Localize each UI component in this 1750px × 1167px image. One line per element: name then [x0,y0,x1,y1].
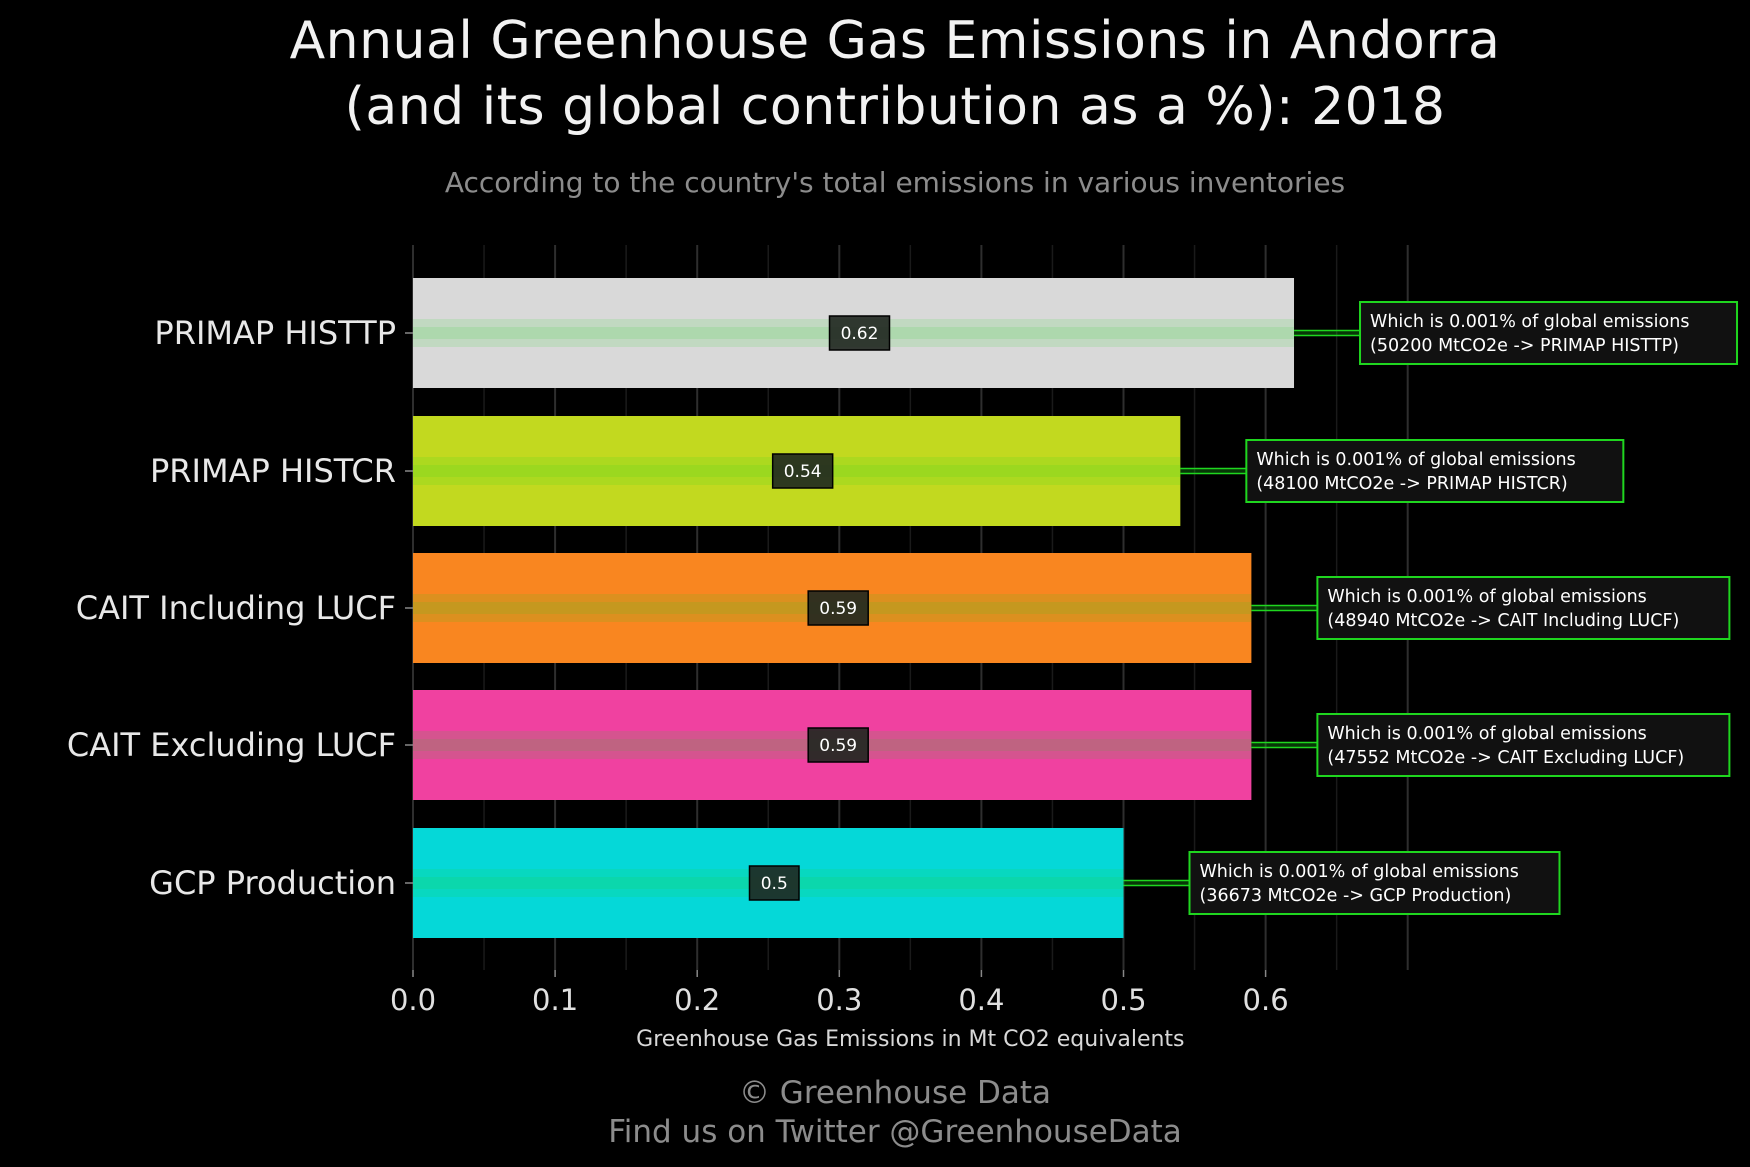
annotation-box [1359,301,1739,365]
x-axis-ticks: 0.0 0.1 0.2 0.3 0.4 0.5 0.6 [390,970,1289,1017]
annotation-line-1: Which is 0.001% of global emissions [1256,450,1575,470]
value-label: 0.54 [784,462,822,482]
annotation-line-1: Which is 0.001% of global emissions [1370,312,1689,332]
x-tick-label: 0.6 [1243,983,1289,1017]
annotation-box [1316,713,1731,777]
category-label: CAIT Excluding LUCF [67,726,396,764]
annotation-line-2: (48940 MtCO2e -> CAIT Including LUCF) [1327,611,1679,631]
annotation-connectors [1123,329,1361,887]
value-label-box [807,590,869,626]
category-label: PRIMAP HISTTP [154,314,396,352]
annotation-line-2: (48100 MtCO2e -> PRIMAP HISTCR) [1256,474,1567,494]
annotation-line-2: (47552 MtCO2e -> CAIT Excluding LUCF) [1327,748,1684,768]
x-tick-label: 0.1 [532,983,578,1017]
value-label-box [828,315,891,351]
x-tick-label: 0.3 [816,983,862,1017]
annotation-box [1188,851,1561,915]
x-axis-title: Greenhouse Gas Emissions in Mt CO2 equiv… [636,1027,1184,1052]
value-label-box [771,453,834,489]
annotation-line-1: Which is 0.001% of global emissions [1200,862,1519,882]
category-label: CAIT Including LUCF [76,589,396,627]
annotation-line-1: Which is 0.001% of global emissions [1327,587,1646,607]
annotation-box [1245,439,1625,503]
value-label-box [807,727,869,763]
x-tick-label: 0.5 [1100,983,1146,1017]
annotations: Which is 0.001% of global emissions (5020… [1188,301,1739,915]
value-label: 0.59 [819,599,857,619]
value-label: 0.59 [819,736,857,756]
annotation-line-1: Which is 0.001% of global emissions [1327,724,1646,744]
title-line-1: Annual Greenhouse Gas Emissions in Andor… [289,11,1501,71]
footer-twitter: Find us on Twitter @GreenhouseData [608,1114,1182,1150]
value-label-box [748,865,800,901]
annotation-box [1316,576,1731,640]
x-tick-label: 0.4 [958,983,1004,1017]
value-label: 0.5 [761,874,788,894]
x-tick-label: 0.2 [674,983,720,1017]
annotation-line-2: (36673 MtCO2e -> GCP Production) [1200,886,1512,906]
value-labels: 0.62 0.54 0.59 0.59 0.5 [748,315,891,901]
y-axis-labels: PRIMAP HISTTP PRIMAP HISTCR CAIT Including… [67,314,413,902]
chart-subtitle: According to the country's total emissio… [444,166,1346,199]
annotation-line-2: (50200 MtCO2e -> PRIMAP HISTTP) [1370,336,1679,356]
value-label: 0.62 [841,324,879,344]
footer-copyright: © Greenhouse Data [738,1075,1052,1111]
title-line-2: (and its global contribution as a %): 20… [344,77,1446,137]
category-label: GCP Production [149,864,396,902]
chart-title: Annual Greenhouse Gas Emissions in Andor… [0,8,1750,140]
x-tick-label: 0.0 [390,983,436,1017]
category-label: PRIMAP HISTCR [150,452,396,490]
